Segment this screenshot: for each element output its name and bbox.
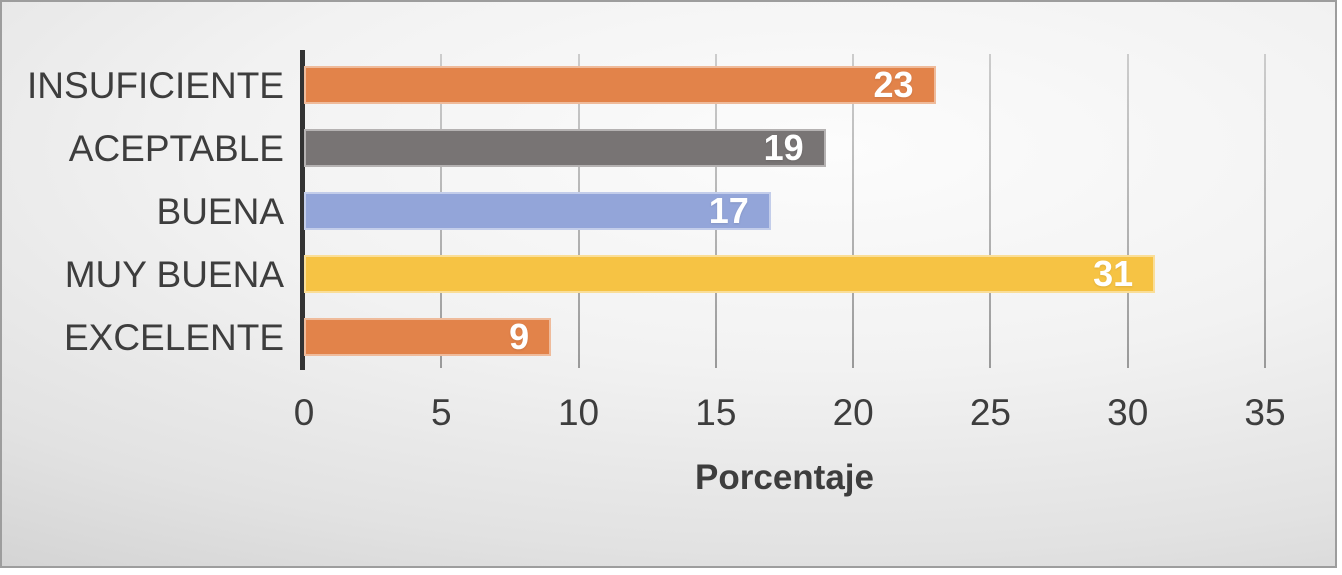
x-axis-title: Porcentaje <box>695 458 874 497</box>
x-tick-label-15: 15 <box>695 392 737 433</box>
x-tick-label-35: 35 <box>1244 392 1286 433</box>
bar-value-label: 17 <box>708 190 749 231</box>
x-tick-label-30: 30 <box>1107 392 1149 433</box>
bar-value-label: 23 <box>873 64 914 106</box>
bar-excelente: 9 <box>304 315 552 357</box>
x-tick-label-0: 0 <box>293 392 315 433</box>
x-tick-label-20: 20 <box>832 392 874 433</box>
gridline-20 <box>852 54 855 368</box>
bar-aceptable: 19 <box>304 127 826 169</box>
bar-value-label: 31 <box>1093 252 1134 294</box>
category-label-buena: BUENA <box>156 191 284 232</box>
x-tick-label-10: 10 <box>557 392 600 433</box>
bar-muy-buena: 31 <box>304 252 1156 294</box>
x-tick-label-5: 5 <box>430 392 452 433</box>
bar-buena: 17 <box>304 192 771 230</box>
gridline-25 <box>989 54 992 368</box>
category-label-excelente: EXCELENTE <box>63 316 284 358</box>
gridline-30 <box>1126 54 1129 368</box>
bar-value-label: 19 <box>763 127 804 169</box>
bar-insuficiente: 23 <box>304 64 936 106</box>
gridline-35 <box>1264 54 1266 368</box>
category-label-aceptable: ACEPTABLE <box>68 128 284 170</box>
category-label-insuficiente: INSUFICIENTE <box>27 65 284 107</box>
x-tick-label-25: 25 <box>969 392 1011 433</box>
bar-value-label: 9 <box>509 315 530 357</box>
category-label-muy-buena: MUY BUENA <box>64 253 284 295</box>
y-axis-line <box>300 50 305 370</box>
